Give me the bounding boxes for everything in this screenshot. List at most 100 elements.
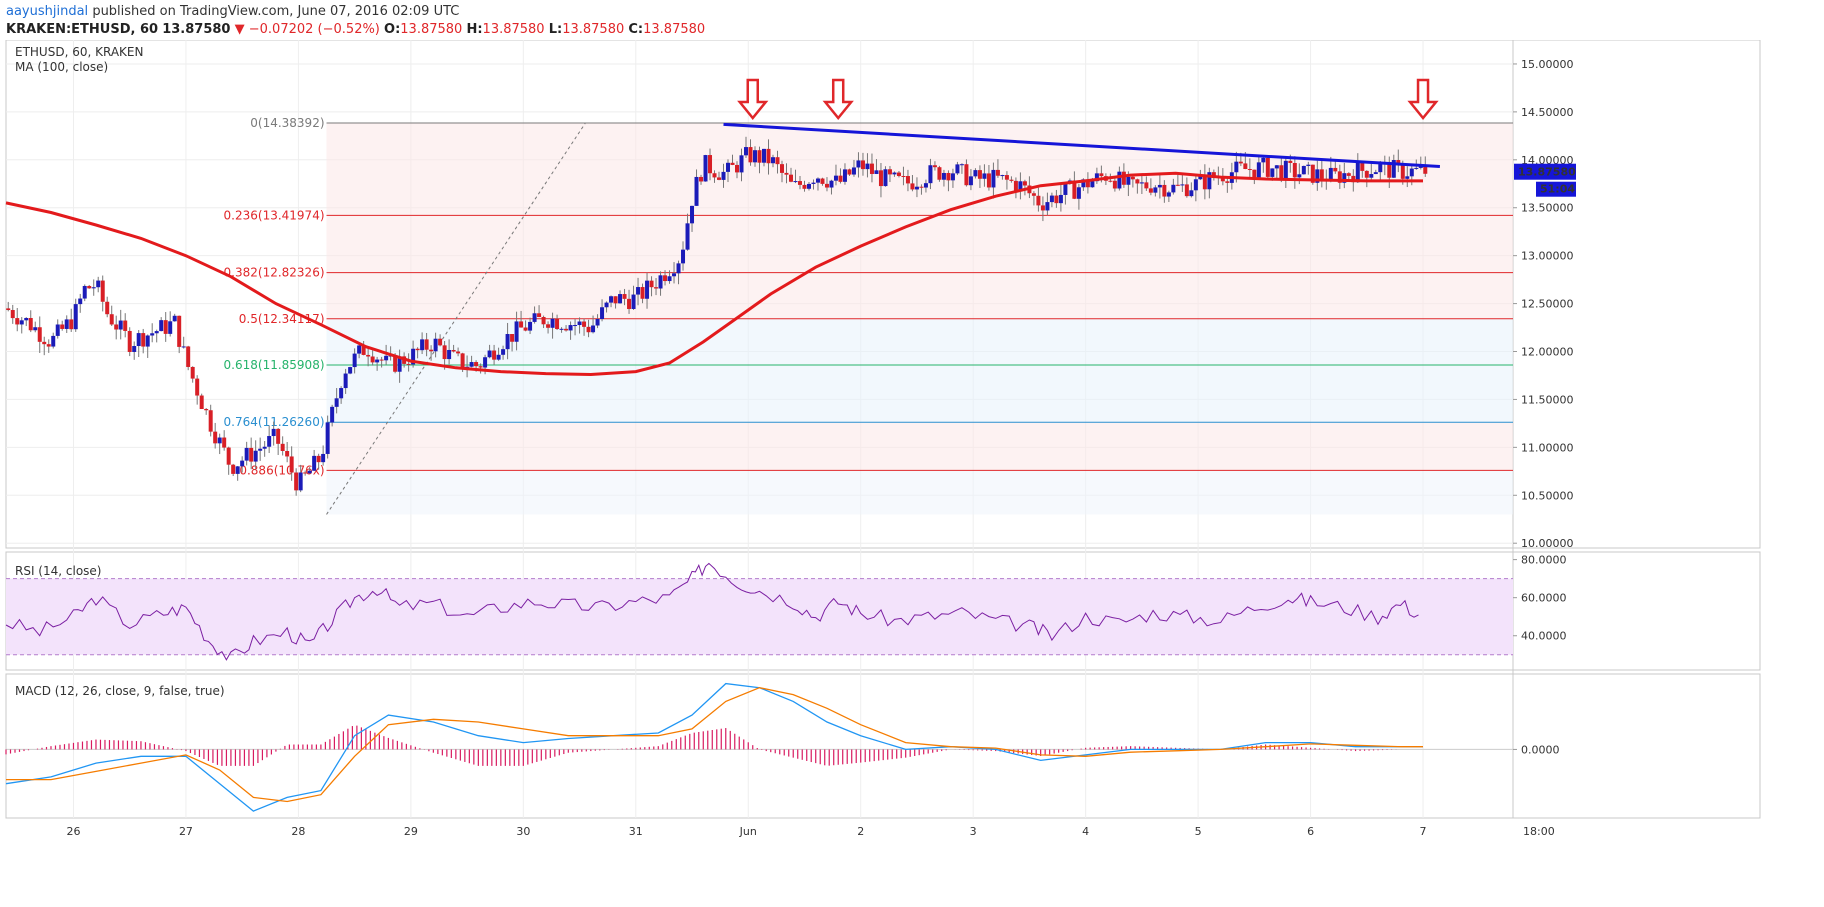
fib-level-label: 0.618(11.85908) <box>224 358 325 372</box>
candle-up <box>168 321 173 334</box>
candle-down <box>492 350 497 360</box>
candle-down <box>60 324 65 329</box>
candle-up <box>793 181 798 183</box>
fib-zone <box>326 470 1513 515</box>
candle-down <box>1333 167 1338 172</box>
ma-legend: MA (100, close) <box>15 60 108 74</box>
candle-up <box>312 455 317 471</box>
candle-down <box>788 174 793 182</box>
candle-down <box>649 280 654 288</box>
resistance-trendline <box>723 122 1440 169</box>
rsi-tick-label: 60.0000 <box>1521 592 1567 605</box>
candle-up <box>1342 173 1347 183</box>
candle-up <box>235 466 240 474</box>
candle-down <box>838 175 843 182</box>
price-chart[interactable]: 0(14.38392) 0.236(13.41974) 0.382(12.82326… <box>0 40 1824 907</box>
candle-up <box>343 373 348 389</box>
candle-down <box>640 287 645 299</box>
candle-up <box>761 148 766 163</box>
candle-down <box>860 160 865 170</box>
candle-up <box>600 307 605 319</box>
candle-up <box>829 180 834 188</box>
candle-up <box>770 157 775 164</box>
open-label: O: <box>384 22 401 37</box>
candle-up <box>1018 181 1023 191</box>
y-tick-label: 13.00000 <box>1521 250 1574 263</box>
candle-up <box>573 325 578 327</box>
candle-down <box>1108 180 1113 182</box>
rsi-line <box>5 562 1419 661</box>
author-link[interactable]: aayushjindal <box>6 4 89 19</box>
candle-up <box>469 362 474 367</box>
candle-down <box>905 176 910 184</box>
chart-header: aayushjindal published on TradingView.co… <box>0 0 1824 40</box>
candle-up <box>631 294 636 309</box>
x-tick-label: 31 <box>629 825 643 838</box>
candle-up <box>82 285 87 299</box>
candle-down <box>28 317 33 331</box>
candle-down <box>1364 170 1369 178</box>
candle-down <box>114 324 119 330</box>
candle-up <box>514 321 519 342</box>
candle-up <box>1045 202 1050 211</box>
candle-up <box>1126 176 1131 185</box>
candle-down <box>519 321 524 328</box>
candle-up <box>150 333 155 336</box>
publish-line: aayushjindal published on TradingView.co… <box>6 4 459 19</box>
candle-up <box>955 164 960 174</box>
candle-up <box>636 287 641 295</box>
last-price-badge <box>1514 163 1576 180</box>
candle-down <box>937 167 942 180</box>
candle-up <box>181 346 186 348</box>
candle-down <box>109 314 114 325</box>
candle-up <box>136 333 141 347</box>
candle-down <box>869 163 874 174</box>
candle-down <box>712 173 717 178</box>
candle-up <box>375 359 380 363</box>
candle-down <box>1247 169 1252 171</box>
candle-down <box>1243 163 1248 170</box>
candle-down <box>779 164 784 173</box>
candle-up <box>694 176 699 206</box>
candle-down <box>1346 173 1351 176</box>
candle-up <box>721 171 726 180</box>
candle-down <box>195 378 200 396</box>
candle-down <box>1202 174 1207 190</box>
candle-up <box>1063 183 1068 195</box>
candle-down <box>1175 184 1180 186</box>
candle-up <box>172 315 177 322</box>
candle-up <box>1139 182 1144 184</box>
overlay-layer <box>5 78 1440 377</box>
candle-down <box>1013 180 1018 191</box>
candle-down <box>523 327 528 331</box>
candle-up <box>618 294 623 304</box>
fib-zone <box>326 215 1513 273</box>
candle-up <box>865 163 870 170</box>
candle-up <box>982 173 987 179</box>
candle-down <box>406 363 411 365</box>
high-label: H: <box>466 22 483 37</box>
candle-up <box>1414 167 1419 169</box>
candle-down <box>1162 184 1167 197</box>
candle-up <box>681 249 686 264</box>
candle-down <box>613 296 618 304</box>
candle-down <box>1054 195 1059 204</box>
candle-down <box>1319 169 1324 179</box>
candle-up <box>447 349 452 360</box>
candle-down <box>366 354 371 357</box>
x-tick-label: 7 <box>1420 825 1427 838</box>
candle-down <box>995 169 1000 176</box>
candle-down <box>847 169 852 175</box>
fib-retracement: 0(14.38392) 0.236(13.41974) 0.382(12.82326… <box>224 116 1513 515</box>
candle-down <box>582 321 587 327</box>
candle-down <box>415 348 420 351</box>
candle-up <box>928 165 933 184</box>
y-tick-label: 14.50000 <box>1521 106 1574 119</box>
candle-down <box>379 359 384 361</box>
candle-up <box>1193 179 1198 191</box>
candle-down <box>87 285 92 289</box>
candle-up <box>1378 164 1383 173</box>
candle-up <box>64 319 69 329</box>
candle-down <box>932 165 937 168</box>
candle-up <box>559 328 564 330</box>
